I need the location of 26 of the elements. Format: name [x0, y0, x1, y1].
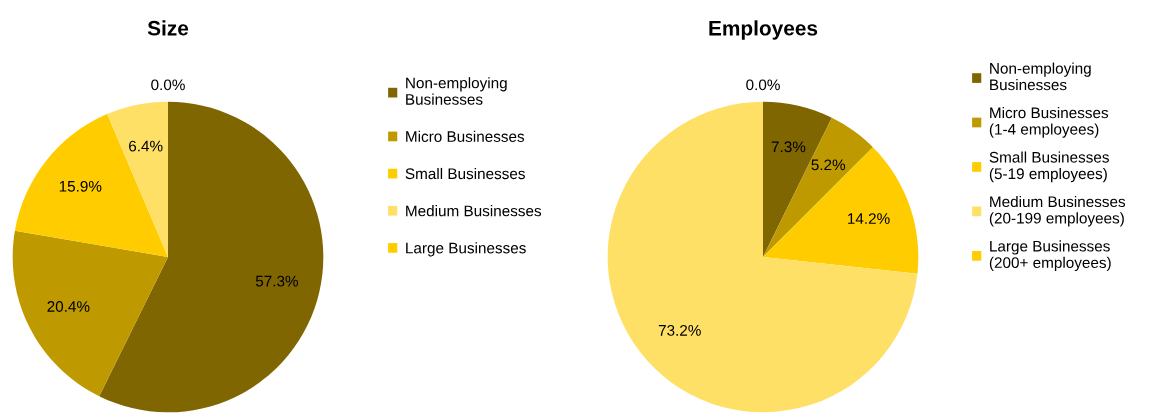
data-label: 20.4%	[47, 301, 90, 312]
legend-label: Medium Businesses (20-199 employees)	[989, 195, 1126, 227]
chart-title: Size	[147, 20, 189, 36]
data-label: 7.3%	[771, 141, 806, 153]
legend-label: Non-employing Businesses	[990, 62, 1091, 91]
legend-label: Micro Businesses	[406, 130, 525, 142]
data-label: 6.4%	[129, 140, 163, 152]
data-label: 15.9%	[59, 180, 102, 192]
data-label: 5.2%	[811, 159, 846, 171]
chart-title: Employees	[709, 20, 818, 40]
pie-slice	[14, 114, 168, 257]
legend-label: Large Businesses	[406, 242, 526, 257]
pie-slice	[107, 101, 168, 257]
data-label: 73.2%	[658, 324, 701, 336]
data-label: 57.3%	[255, 275, 299, 287]
legend-label: Non-employing Businesses	[406, 77, 507, 105]
pie-slice	[607, 101, 918, 413]
legend-label: Small Businesses	[405, 167, 525, 180]
legend-label: Large Businesses (200+ employees)	[989, 240, 1111, 272]
legend-label: Medium Businesses	[406, 205, 542, 217]
legend-label: Small Businesses (5-19 employees)	[989, 151, 1109, 183]
text: 0.0%	[746, 79, 780, 91]
legend-label: Micro Businesses (1-4 employees)	[989, 107, 1109, 138]
pie-slice	[12, 230, 168, 397]
data-label: 14.2%	[848, 213, 890, 224]
text: 0.0%	[151, 79, 185, 91]
